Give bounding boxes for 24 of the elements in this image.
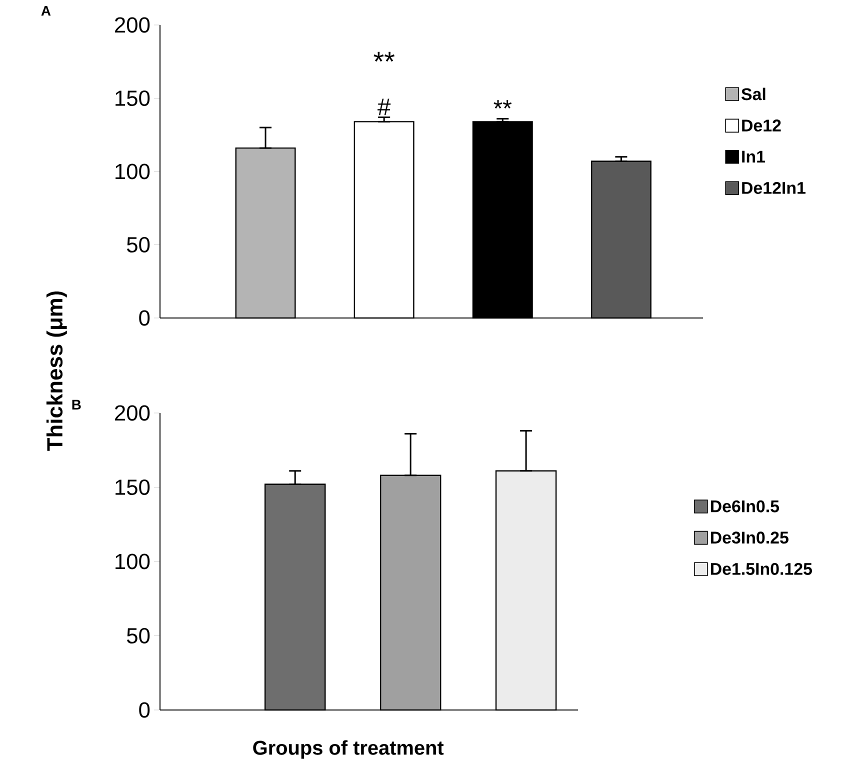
- y-tick-label: 100: [116, 554, 150, 570]
- annotation: **: [374, 52, 394, 62]
- y-tick-label: 200: [115, 17, 150, 33]
- legend-label: In1: [742, 150, 766, 162]
- y-tick-label: 50: [126, 236, 150, 252]
- legend-label: De6In0.5: [710, 500, 780, 512]
- y-tick-label: 150: [116, 90, 150, 106]
- y-tick-label: 100: [116, 164, 150, 180]
- y-tick-label: 0: [139, 310, 150, 326]
- y-tick-label: 0: [139, 702, 150, 718]
- legend-label: De12In1: [742, 182, 806, 194]
- y-tick-label: 150: [116, 479, 150, 495]
- y-axis-title: Thickness (μm): [46, 291, 67, 451]
- y-tick-label: 200: [115, 405, 150, 421]
- legend-label: De3In0.25: [710, 532, 788, 544]
- x-axis-title: Groups of treatment: [253, 740, 444, 759]
- legend-label: Sal: [741, 88, 766, 100]
- data-label: #: [378, 98, 391, 116]
- data-label: **: [494, 100, 512, 108]
- legend-label: De12: [742, 120, 781, 132]
- y-tick-label: 50: [126, 628, 150, 644]
- legend-label: De1.5In0.125: [710, 562, 812, 575]
- text: A: [41, 6, 51, 16]
- chart-title: B: [72, 400, 81, 410]
